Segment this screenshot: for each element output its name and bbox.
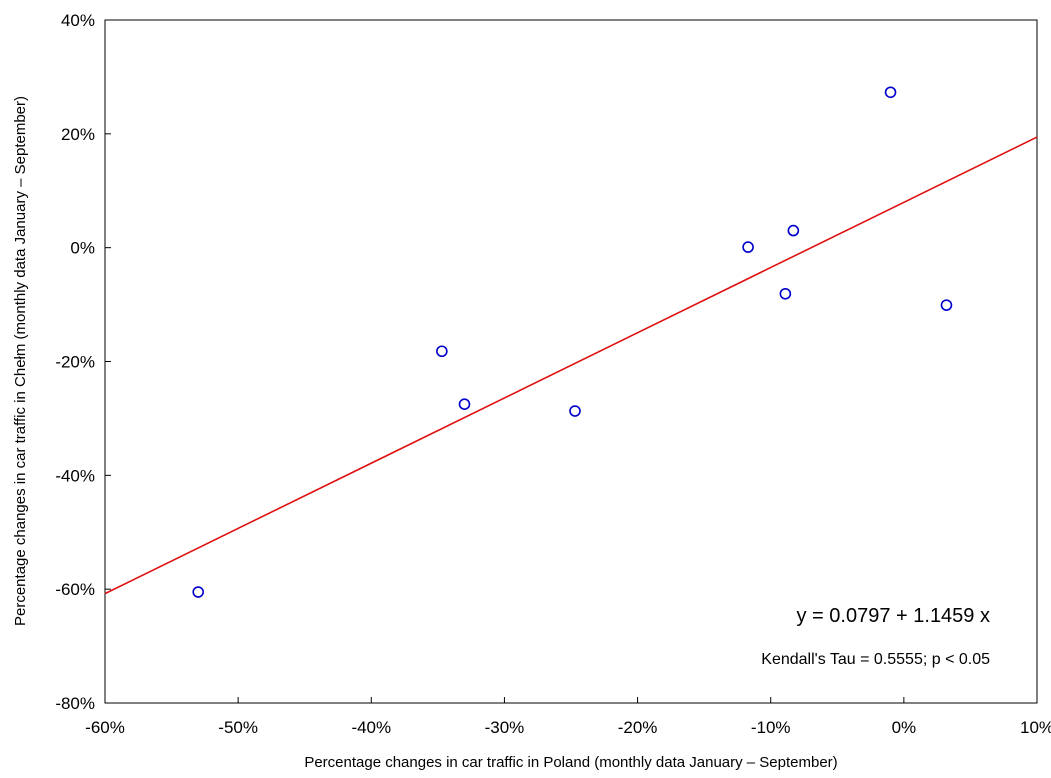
y-tick-label: 0% [70, 239, 95, 258]
x-tick-label: 10% [1020, 718, 1051, 737]
y-tick-label: 20% [61, 125, 95, 144]
data-point [940, 299, 953, 311]
data-point [436, 345, 448, 358]
y-tick-label: -80% [55, 694, 95, 713]
data-point [884, 86, 897, 99]
data-point [742, 241, 754, 253]
x-tick-label: -20% [618, 718, 658, 737]
plot-frame [104, 19, 1038, 704]
plot-area [104, 86, 1038, 598]
x-tick-label: 0% [892, 718, 917, 737]
data-point [779, 287, 792, 300]
x-tick-label: -60% [85, 718, 125, 737]
regression-line [104, 136, 1038, 595]
y-tick-label: 40% [61, 11, 95, 30]
y-tick-label: -40% [55, 466, 95, 485]
y-tick-label: -20% [55, 353, 95, 372]
data-point [458, 398, 471, 410]
y-tick-label: -60% [55, 580, 95, 599]
x-tick-label: -10% [751, 718, 791, 737]
data-point [787, 224, 800, 237]
x-axis: -60% -50% -40% -30% -20% -10% 0% 10% [85, 697, 1051, 737]
x-tick-label: -40% [351, 718, 391, 737]
data-point [192, 586, 204, 598]
y-axis: 40% 20% 0% -20% -40% -60% -80% [55, 11, 111, 713]
kendall-tau-annotation: Kendall's Tau = 0.5555; p < 0.05 [761, 651, 990, 668]
data-point [569, 405, 581, 417]
y-axis-title: Percentage changes in car traffic in Che… [12, 96, 29, 626]
x-axis-title: Percentage changes in car traffic in Pol… [304, 754, 837, 771]
regression-equation: y = 0.0797 + 1.1459 x [797, 605, 991, 627]
x-tick-label: -30% [485, 718, 525, 737]
x-tick-label: -50% [218, 718, 258, 737]
